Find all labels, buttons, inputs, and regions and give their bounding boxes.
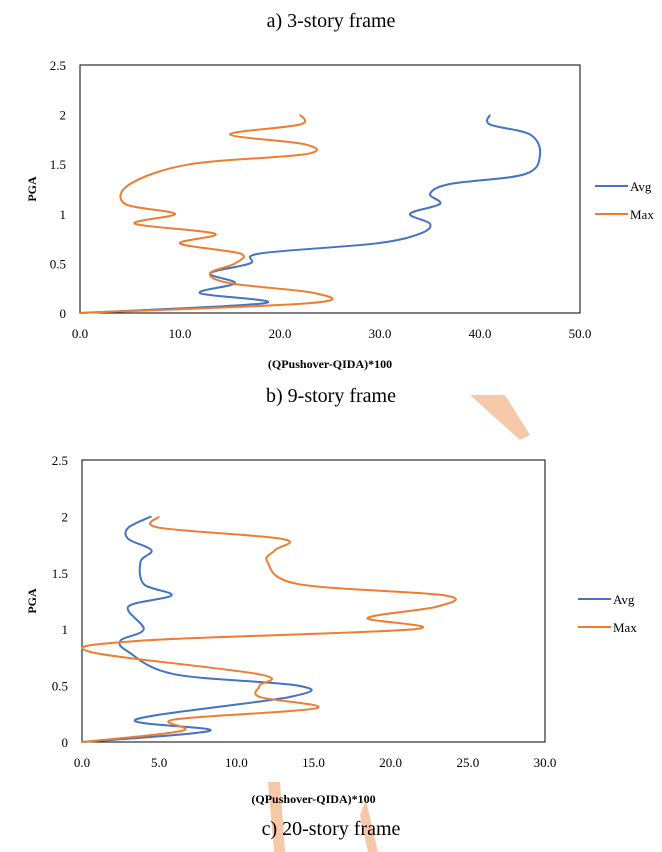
watermark	[268, 395, 530, 852]
x-tick-label: 50.0	[569, 326, 592, 341]
y-tick-label: 2	[62, 509, 69, 524]
y-tick-label: 2.5	[52, 453, 68, 468]
chart-9-story: 0 0.5 1 1.5 2 2.5 0.0 5.0 10.0 15.0 20.0 25.0 30.0 (Q…	[25, 453, 637, 806]
series-line-avg	[81, 515, 313, 743]
x-tick-label: 0.0	[74, 755, 90, 770]
x-axis-label: (QPushover-QIDA)*100	[251, 792, 375, 806]
x-tick-label: 15.0	[302, 755, 325, 770]
watermark-stroke	[268, 782, 285, 852]
caption-b: b) 9-story frame	[266, 385, 396, 407]
watermark-stroke	[360, 800, 378, 852]
x-tick-label: 20.0	[379, 755, 402, 770]
y-tick-label: 0	[60, 306, 67, 321]
x-tick-label: 10.0	[225, 755, 248, 770]
y-tick-label: 1.5	[52, 566, 68, 581]
y-axis-label: PGA	[25, 588, 39, 614]
watermark-stroke	[470, 395, 530, 440]
x-tick-label: 30.0	[534, 755, 557, 770]
y-tick-label: 1	[60, 207, 67, 222]
y-tick-label: 2	[60, 108, 67, 123]
y-tick-label: 0.5	[50, 256, 66, 271]
y-tick-label: 2.5	[50, 58, 66, 73]
legend-label-avg: Avg	[613, 592, 635, 607]
y-tick-label: 1.5	[50, 157, 66, 172]
series-line-max	[79, 114, 334, 314]
x-tick-label: 25.0	[456, 755, 479, 770]
x-tick-label: 30.0	[369, 326, 392, 341]
series-line-max	[81, 515, 457, 743]
x-tick-label: 5.0	[151, 755, 167, 770]
y-tick-label: 0.5	[52, 679, 68, 694]
chart-3-story: 0 0.5 1 1.5 2 2.5 0.0 10.0 20.0 30.0 40.0 50.0 (QPus…	[25, 58, 654, 371]
legend-label-max: Max	[613, 620, 637, 635]
y-tick-label: 1	[62, 622, 69, 637]
series-line-avg	[79, 114, 542, 314]
y-tick-label: 0	[62, 735, 69, 750]
x-axis-label: (QPushover-QIDA)*100	[268, 357, 392, 371]
plot-frame	[81, 459, 546, 743]
legend-label-max: Max	[630, 207, 654, 222]
x-tick-label: 20.0	[269, 326, 292, 341]
caption-c: c) 20-story frame	[262, 818, 401, 840]
x-tick-label: 10.0	[169, 326, 192, 341]
x-tick-label: 0.0	[72, 326, 88, 341]
caption-a: a) 3-story frame	[267, 10, 396, 32]
x-tick-label: 40.0	[469, 326, 492, 341]
y-axis-label: PGA	[25, 176, 39, 202]
plot-frame	[79, 64, 581, 314]
legend-label-avg: Avg	[630, 179, 652, 194]
